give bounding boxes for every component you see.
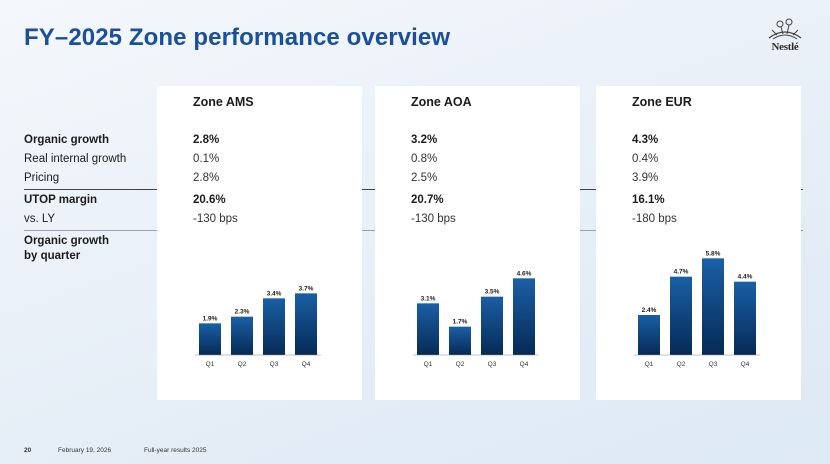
tick-label-q3: Q3 <box>709 361 718 368</box>
data-label-q1: 3.1% <box>421 295 436 302</box>
utop-value: 20.7% <box>411 194 444 206</box>
utop-value: 20.6% <box>193 194 226 206</box>
page-title: FY–2025 Zone performance overview <box>24 24 451 51</box>
tick-label-q1: Q1 <box>645 361 654 368</box>
page-number: 20 <box>24 447 32 454</box>
bar-q2 <box>231 316 253 355</box>
zone-name: Zone AMS <box>193 95 254 109</box>
tick-label-q4: Q4 <box>302 361 311 368</box>
pricing-value: 2.5% <box>411 172 438 184</box>
label-utop-margin: UTOP margin <box>24 194 98 206</box>
brand-logo: Nestlé <box>762 16 808 62</box>
bar-q2 <box>670 276 692 355</box>
zone-name: Zone EUR <box>632 95 692 109</box>
organic-growth-value: 4.3% <box>632 134 659 146</box>
bar-q2 <box>449 326 471 355</box>
tick-label-q2: Q2 <box>456 361 465 368</box>
bar-q1 <box>199 323 221 355</box>
data-label-q4: 3.7% <box>299 285 314 292</box>
data-label-q4: 4.6% <box>517 270 532 277</box>
zone-name: Zone AOA <box>411 95 472 109</box>
brand-wordmark: Nestlé <box>771 41 799 53</box>
pricing-value: 3.9% <box>632 172 659 184</box>
vs-ly-value: -130 bps <box>193 213 238 225</box>
data-label-q2: 2.3% <box>235 309 250 316</box>
tick-label-q3: Q3 <box>270 361 279 368</box>
label-real-internal-growth: Real internal growth <box>24 153 127 165</box>
utop-value: 16.1% <box>632 194 665 206</box>
data-label-q2: 4.7% <box>674 269 689 276</box>
tick-label-q4: Q4 <box>741 361 750 368</box>
bar-q1 <box>638 315 660 355</box>
zone-card-ams: Zone AMS 2.8% 0.1% 2.8% 20.6% -130 bps 1… <box>157 86 362 400</box>
rig-value: 0.1% <box>193 153 220 165</box>
organic-growth-value: 2.8% <box>193 134 220 146</box>
zone-card-eur: Zone EUR 4.3% 0.4% 3.9% 16.1% -180 bps 2… <box>596 86 801 400</box>
bar-q4 <box>295 293 317 355</box>
bar-q4 <box>734 281 756 355</box>
label-organic-growth-quarter-1: Organic growth <box>24 235 109 247</box>
tick-label-q2: Q2 <box>677 361 686 368</box>
vs-ly-value: -180 bps <box>632 213 677 225</box>
rig-value: 0.4% <box>632 153 659 165</box>
data-label-q1: 2.4% <box>642 307 657 314</box>
quarter-chart-aoa: 3.1% Q1 1.7% Q2 3.5% Q3 4.6% Q4 <box>413 270 539 368</box>
bar-q3 <box>702 258 724 355</box>
bar-q1 <box>417 303 439 355</box>
bar-q3 <box>481 296 503 355</box>
label-organic-growth-quarter-2: by quarter <box>24 250 81 262</box>
tick-label-q1: Q1 <box>206 361 215 368</box>
zone-card-aoa: Zone AOA 3.2% 0.8% 2.5% 20.7% -130 bps 3… <box>375 86 580 400</box>
footer-document: Full-year results 2025 <box>144 447 207 454</box>
label-pricing: Pricing <box>24 172 60 184</box>
bar-q4 <box>513 278 535 355</box>
data-label-q4: 4.4% <box>738 274 753 281</box>
organic-growth-value: 3.2% <box>411 134 438 146</box>
data-label-q3: 5.8% <box>706 250 721 257</box>
rig-value: 0.8% <box>411 153 438 165</box>
quarter-chart-eur: 2.4% Q1 4.7% Q2 5.8% Q3 4.4% Q4 <box>634 250 760 368</box>
bar-q3 <box>263 298 285 355</box>
pricing-value: 2.8% <box>193 172 220 184</box>
data-label-q3: 3.4% <box>267 290 282 297</box>
tick-label-q2: Q2 <box>238 361 247 368</box>
tick-label-q4: Q4 <box>520 361 529 368</box>
footer-date: February 19, 2026 <box>58 447 112 454</box>
data-label-q1: 1.9% <box>203 315 218 322</box>
nest-icon <box>768 18 802 40</box>
data-label-q3: 3.5% <box>485 289 500 296</box>
data-label-q2: 1.7% <box>453 319 468 326</box>
tick-label-q3: Q3 <box>488 361 497 368</box>
tick-label-q1: Q1 <box>424 361 433 368</box>
label-vs-ly: vs. LY <box>24 213 56 225</box>
label-organic-growth: Organic growth <box>24 134 109 146</box>
vs-ly-value: -130 bps <box>411 213 456 225</box>
quarter-chart-ams: 1.9% Q1 2.3% Q2 3.4% Q3 3.7% Q4 <box>195 285 321 368</box>
